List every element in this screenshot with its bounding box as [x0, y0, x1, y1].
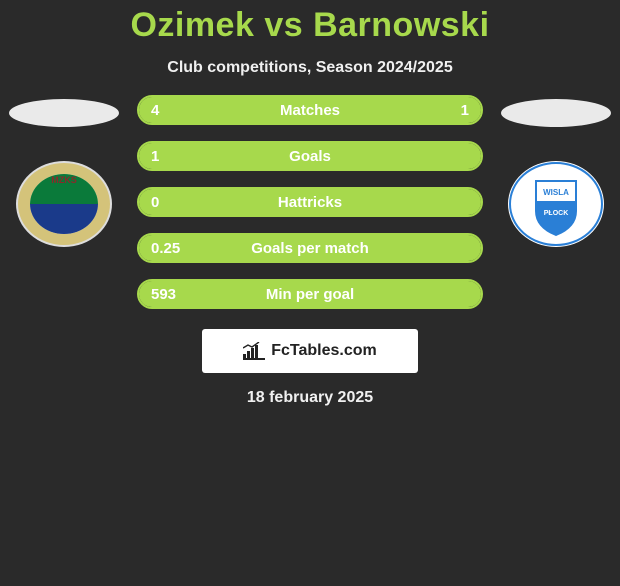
bar-label: Matches: [280, 102, 340, 119]
stat-bar: 593 Min per goal: [137, 279, 483, 309]
stat-bars: 4 Matches 1 1 Goals 0 Hattricks 0.25 Goals per m…: [137, 95, 483, 309]
svg-text:WISLA: WISLA: [543, 188, 569, 197]
bar-value-left: 1: [151, 148, 159, 165]
bar-value-right: 1: [461, 102, 469, 119]
left-club-badge-icon: MZKS: [16, 161, 112, 247]
right-flag-placeholder: [501, 99, 611, 127]
page-title: Ozimek vs Barnowski: [0, 6, 620, 45]
bar-value-left: 0.25: [151, 240, 180, 257]
stat-bar: 0 Hattricks: [137, 187, 483, 217]
stat-bar: 1 Goals: [137, 141, 483, 171]
bar-chart-icon: [243, 342, 265, 360]
subtitle: Club competitions, Season 2024/2025: [0, 59, 620, 77]
bar-label: Hattricks: [278, 194, 342, 211]
bar-value-left: 593: [151, 286, 176, 303]
stat-bar: 0.25 Goals per match: [137, 233, 483, 263]
left-flag-placeholder: [9, 99, 119, 127]
watermark: FcTables.com: [202, 329, 418, 373]
right-club-badge: WISLA PŁOCK: [508, 161, 604, 247]
left-club-badge: MZKS: [16, 161, 112, 247]
right-side: WISLA PŁOCK: [501, 95, 611, 247]
left-side: MZKS: [9, 95, 119, 247]
bar-value-left: 0: [151, 194, 159, 211]
bar-value-left: 4: [151, 102, 159, 119]
bar-fill-left: [139, 97, 413, 123]
comparison-panel: MZKS 4 Matches 1 1 Goals 0 Hattricks 0.25 Goals …: [0, 95, 620, 309]
stat-bar: 4 Matches 1: [137, 95, 483, 125]
bar-label: Goals per match: [251, 240, 369, 257]
bar-label: Goals: [289, 148, 331, 165]
svg-text:MZKS: MZKS: [51, 175, 77, 185]
date: 18 february 2025: [0, 389, 620, 407]
bar-label: Min per goal: [266, 286, 354, 303]
bar-fill-right: [413, 97, 481, 123]
right-club-badge-icon: WISLA PŁOCK: [508, 161, 604, 247]
svg-text:PŁOCK: PŁOCK: [544, 210, 569, 217]
watermark-text: FcTables.com: [271, 342, 377, 360]
